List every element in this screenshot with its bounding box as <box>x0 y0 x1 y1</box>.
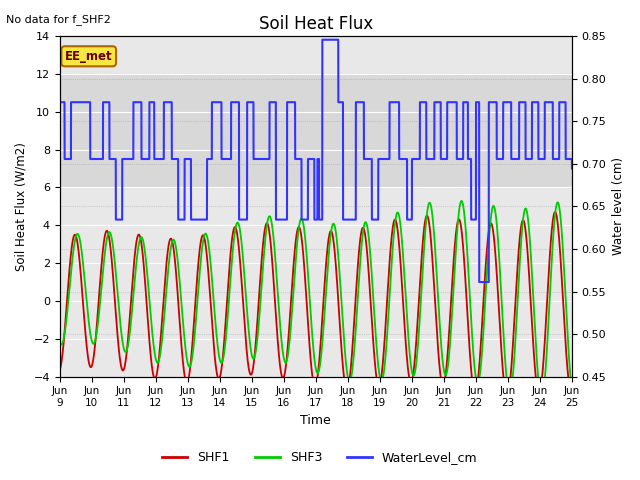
Text: EE_met: EE_met <box>65 50 113 63</box>
Bar <box>60 74 572 187</box>
Legend: SHF1, SHF3, WaterLevel_cm: SHF1, SHF3, WaterLevel_cm <box>157 446 483 469</box>
Title: Soil Heat Flux: Soil Heat Flux <box>259 15 373 33</box>
Text: No data for f_SHF2: No data for f_SHF2 <box>6 14 111 25</box>
Y-axis label: Soil Heat Flux (W/m2): Soil Heat Flux (W/m2) <box>15 142 28 271</box>
X-axis label: Time: Time <box>301 414 332 427</box>
Y-axis label: Water level (cm): Water level (cm) <box>612 157 625 255</box>
